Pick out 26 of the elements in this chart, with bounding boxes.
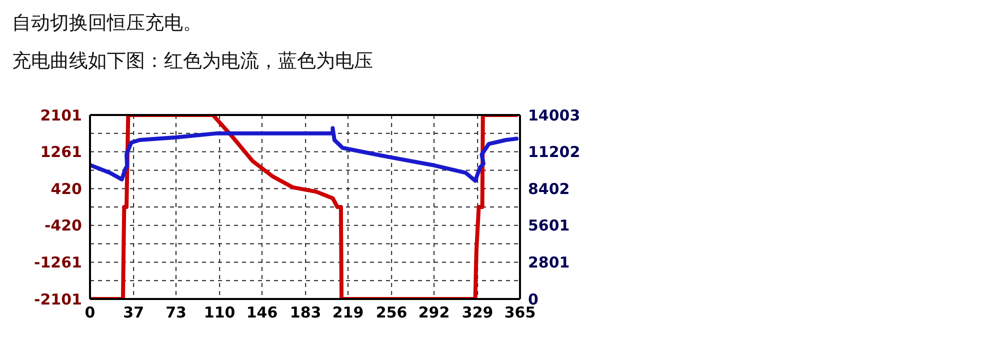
x-tick-label: 365	[504, 304, 536, 322]
x-tick-label: 110	[204, 304, 236, 322]
y-tick-label: 420	[50, 180, 82, 198]
text: 自动切换回恒压充电。	[12, 11, 202, 36]
y2-tick-label: 5601	[528, 216, 570, 235]
chart-title: 充电曲线如下图：红色为电流，蓝色为电压	[12, 49, 373, 74]
x-tick-label: 219	[332, 304, 364, 322]
y2-tick-label: 8402	[528, 180, 570, 198]
line-series	[90, 126, 518, 183]
y-tick-label: 1261	[40, 143, 82, 162]
y2-tick-label: 2801	[528, 254, 570, 272]
y-tick-label: -2101	[34, 290, 82, 308]
y2-tick-label: 14003	[528, 106, 580, 124]
line-series	[90, 115, 518, 299]
x-tick-label: 329	[462, 304, 494, 322]
y-tick-label: -420	[44, 216, 82, 235]
x-tick-label: 292	[418, 304, 450, 322]
x-tick-label: 0	[84, 304, 96, 322]
x-tick-label: 256	[376, 304, 408, 322]
x-tick-label: 37	[123, 304, 144, 322]
y2-tick-label: 11202	[528, 143, 580, 162]
x-tick-label: 73	[166, 304, 186, 322]
y-tick-label: 2101	[40, 106, 82, 124]
x-tick-label: 183	[290, 304, 322, 322]
y-tick-label: -1261	[34, 254, 82, 272]
x-tick-label: 146	[246, 304, 278, 322]
